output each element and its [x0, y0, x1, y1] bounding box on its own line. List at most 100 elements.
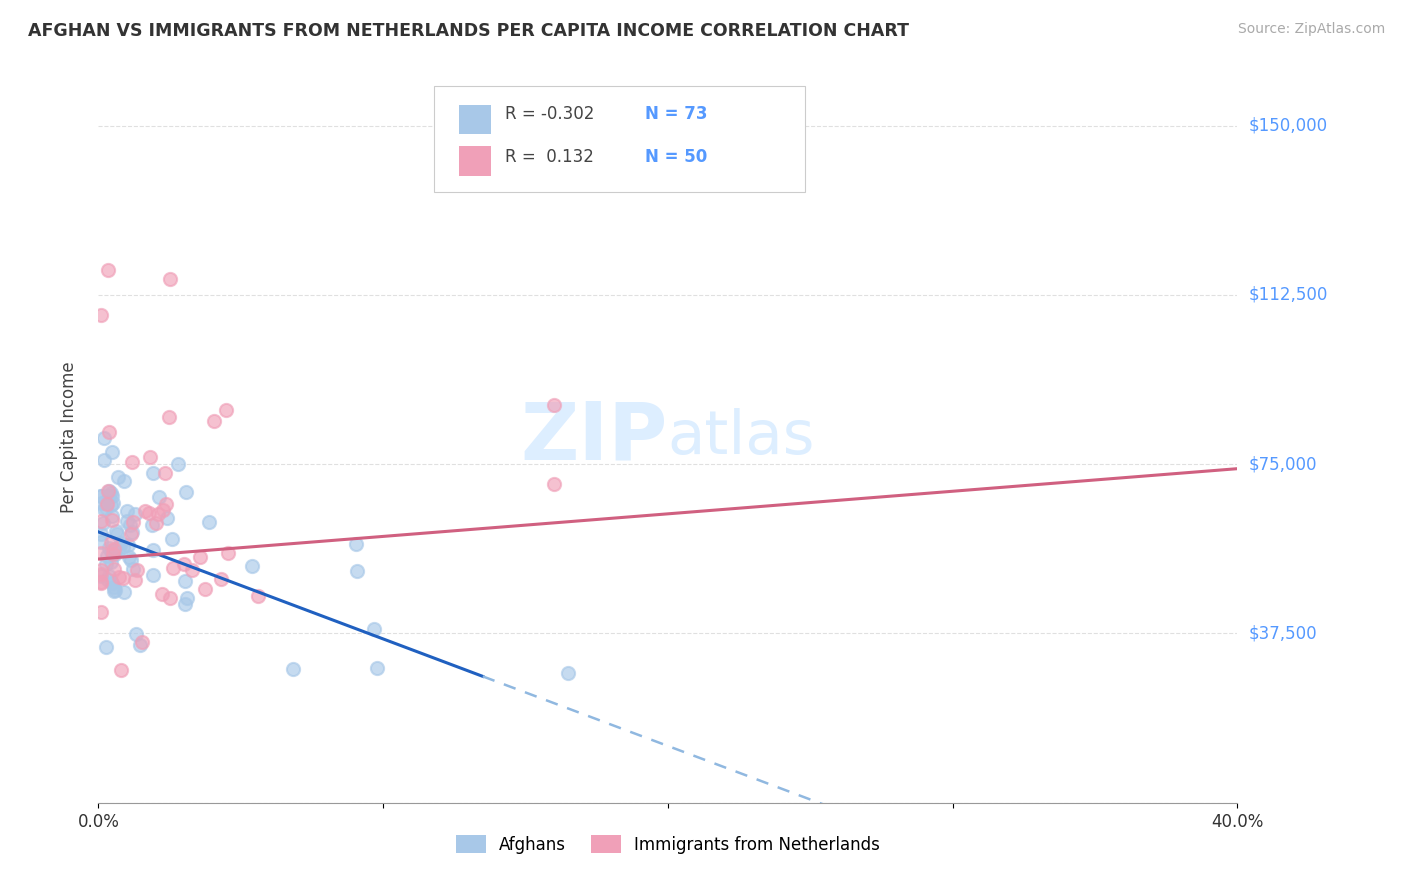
Point	[148, 490, 170, 504]
Point	[103, 583, 125, 598]
Point	[103, 562, 125, 576]
Point	[115, 504, 138, 518]
Point	[90, 563, 112, 577]
Point	[173, 558, 195, 572]
Point	[215, 403, 238, 417]
Point	[134, 503, 156, 517]
FancyBboxPatch shape	[434, 86, 804, 192]
Point	[124, 626, 146, 640]
Point	[97, 483, 120, 498]
Point	[146, 507, 169, 521]
Point	[94, 501, 117, 516]
Point	[209, 573, 232, 587]
Point	[557, 666, 579, 681]
Point	[101, 547, 124, 561]
Point	[157, 409, 180, 424]
Point	[120, 526, 142, 541]
Point	[90, 534, 112, 549]
Point	[128, 639, 150, 653]
Point	[176, 485, 198, 500]
Text: N = 50: N = 50	[645, 148, 707, 166]
Point	[118, 517, 141, 532]
Point	[90, 567, 112, 582]
Point	[93, 453, 115, 467]
Point	[166, 457, 188, 471]
Point	[112, 475, 135, 489]
Point	[344, 536, 367, 550]
Point	[100, 499, 122, 513]
Point	[121, 524, 143, 539]
Text: $150,000: $150,000	[1249, 117, 1327, 135]
Point	[104, 583, 127, 598]
Point	[90, 546, 112, 560]
Point	[111, 540, 134, 554]
Point	[101, 509, 124, 524]
Point	[117, 514, 139, 528]
Bar	[460, 105, 491, 135]
Text: N = 73: N = 73	[645, 105, 707, 123]
Point	[124, 573, 146, 587]
Point	[142, 543, 165, 558]
Point	[93, 431, 115, 445]
Point	[181, 563, 204, 577]
Point	[103, 544, 125, 558]
Point	[121, 455, 143, 469]
Point	[141, 517, 163, 532]
Text: R =  0.132: R = 0.132	[505, 148, 593, 166]
Text: atlas: atlas	[668, 408, 815, 467]
Point	[90, 605, 112, 619]
Point	[100, 513, 122, 527]
Text: $112,500: $112,500	[1249, 285, 1327, 304]
Point	[366, 661, 388, 675]
Point	[124, 507, 146, 521]
Point	[104, 547, 127, 561]
Point	[100, 544, 122, 558]
Point	[97, 573, 120, 587]
Point	[97, 263, 120, 277]
Point	[118, 549, 141, 564]
Point	[160, 532, 183, 546]
Point	[103, 541, 125, 556]
Point	[94, 557, 117, 571]
Point	[108, 570, 131, 584]
Point	[174, 597, 197, 611]
Point	[156, 511, 179, 525]
Point	[98, 483, 121, 498]
Point	[217, 546, 239, 560]
Y-axis label: Per Capita Income: Per Capita Income	[59, 361, 77, 513]
Point	[101, 575, 124, 590]
Point	[127, 563, 149, 577]
Point	[117, 538, 139, 552]
Point	[110, 536, 132, 550]
Point	[105, 527, 128, 541]
Point	[139, 450, 162, 465]
Point	[100, 535, 122, 549]
Point	[202, 414, 225, 428]
Point	[90, 496, 112, 510]
Point	[194, 582, 217, 597]
Point	[152, 503, 174, 517]
Point	[100, 486, 122, 500]
Point	[188, 549, 211, 564]
Point	[363, 622, 385, 636]
Text: ZIP: ZIP	[520, 398, 668, 476]
Point	[120, 553, 142, 567]
Point	[176, 591, 198, 606]
Point	[155, 497, 177, 511]
Point	[101, 489, 124, 503]
Point	[90, 527, 112, 541]
Point	[174, 574, 197, 588]
Point	[103, 580, 125, 594]
Point	[90, 575, 112, 590]
Point	[159, 591, 181, 606]
Point	[111, 571, 134, 585]
Point	[107, 470, 129, 484]
Point	[142, 466, 165, 480]
Point	[112, 584, 135, 599]
Point	[100, 445, 122, 459]
Point	[131, 635, 153, 649]
Point	[98, 489, 121, 503]
Point	[162, 561, 184, 575]
Point	[90, 569, 112, 583]
Point	[246, 589, 269, 603]
